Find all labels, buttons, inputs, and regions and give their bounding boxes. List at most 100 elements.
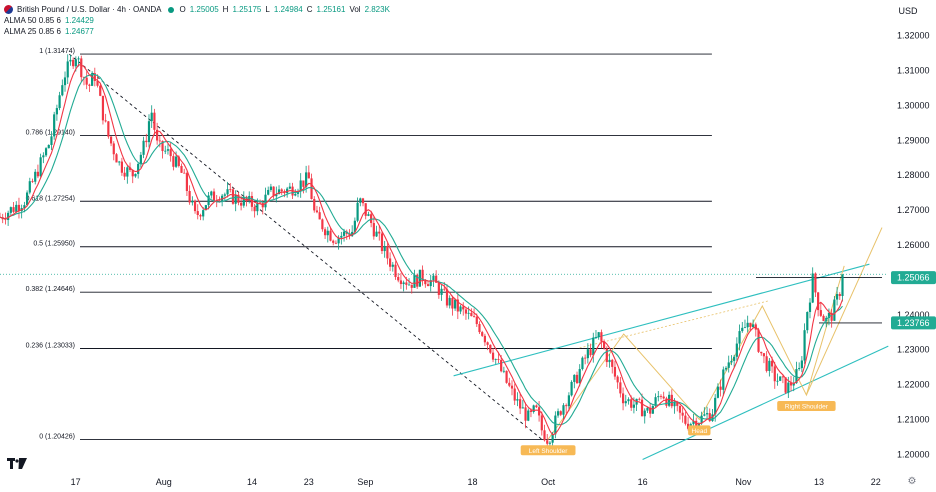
candle-body — [353, 220, 356, 232]
candle-body — [72, 59, 75, 67]
candle-body — [770, 360, 774, 367]
currency-button[interactable]: USD — [886, 3, 930, 19]
candle-body — [789, 382, 793, 386]
candle-body — [668, 394, 671, 406]
candle-body — [215, 200, 218, 202]
candle-body — [646, 407, 649, 411]
volume-label: Vol — [349, 5, 361, 14]
candle-body — [25, 192, 29, 206]
candle-body — [391, 264, 394, 267]
candle-body — [489, 344, 492, 353]
candle-body — [440, 288, 443, 295]
candle-body — [494, 359, 497, 360]
candle-body — [326, 230, 329, 236]
candle-body — [229, 189, 232, 191]
candle-body — [36, 171, 40, 177]
price-tick-label: 1.29000 — [897, 135, 930, 145]
candle-body — [705, 413, 709, 415]
candle-body — [196, 211, 199, 215]
candle-body — [91, 73, 94, 86]
low-value: 1.24984 — [273, 5, 303, 14]
candle-body — [537, 407, 541, 416]
candle-body — [207, 195, 210, 206]
market-status-icon — [167, 6, 174, 13]
candle-body — [231, 189, 235, 204]
candle-body — [380, 233, 384, 252]
fib-level-label: 0.618 (1.27254) — [26, 195, 75, 202]
candle-body — [681, 412, 684, 416]
candle-body — [540, 415, 543, 431]
alma-25-row[interactable]: ALMA 25 0.85 6 1.24677 — [4, 26, 390, 37]
candle-body — [830, 312, 833, 321]
candle-body — [188, 190, 191, 203]
candle-body — [600, 332, 603, 342]
close-value: 1.25161 — [316, 5, 346, 14]
candle-body — [524, 407, 527, 421]
candle-body — [481, 332, 484, 336]
candle-body — [256, 202, 259, 212]
candle-body — [193, 200, 197, 212]
candle-body — [323, 229, 327, 236]
alma-25-label: ALMA 25 0.85 6 — [4, 27, 61, 36]
alma-50-row[interactable]: ALMA 50 0.85 6 1.24429 — [4, 15, 390, 26]
candle-body — [131, 169, 134, 177]
candle-body — [388, 258, 392, 267]
candle-body — [310, 178, 313, 199]
candle-body — [586, 349, 589, 359]
candle-body — [61, 85, 64, 96]
fib-level-label: 0.5 (1.25950) — [33, 241, 75, 248]
candle-body — [800, 360, 803, 369]
candle-body — [543, 430, 546, 441]
candle-body — [407, 284, 411, 286]
candle-body — [497, 359, 500, 360]
neckline — [579, 300, 769, 349]
candle-body — [313, 198, 316, 211]
candle-body — [570, 381, 573, 396]
candle-body — [340, 235, 343, 238]
candle-body — [551, 434, 554, 443]
candle-body — [399, 280, 403, 285]
pattern-label-text: Left Shoulder — [529, 448, 569, 455]
gbp-usd-flag-icon — [4, 5, 13, 14]
fib-level-label: 0 (1.20426) — [39, 433, 75, 440]
candle-body — [109, 136, 113, 144]
candle-body — [621, 393, 625, 404]
candle-body — [180, 165, 183, 173]
candle-body — [638, 398, 641, 400]
candle-body — [28, 181, 31, 193]
symbol-title[interactable]: British Pound / U.S. Dollar · 4h · OANDA — [17, 5, 162, 14]
projection-line — [805, 227, 883, 396]
candle-body — [649, 407, 652, 414]
candle-body — [738, 331, 741, 344]
candle-body — [703, 414, 706, 416]
candlestick-series — [0, 54, 844, 449]
candle-body — [174, 156, 178, 167]
candle-body — [597, 332, 600, 338]
settings-icon[interactable]: ⚙ — [907, 476, 917, 487]
time-tick-label: Oct — [541, 477, 556, 487]
candle-body — [616, 376, 619, 383]
candle-body — [332, 240, 335, 243]
candle-body — [305, 172, 308, 187]
candle-body — [123, 172, 126, 177]
candle-body — [112, 143, 115, 155]
candle-body — [177, 156, 180, 166]
candle-body — [735, 343, 738, 357]
candle-body — [139, 154, 142, 164]
candle-body — [527, 410, 530, 421]
pattern-label-box — [777, 401, 836, 411]
candle-body — [275, 194, 278, 197]
candle-body — [806, 312, 809, 331]
candle-body — [808, 302, 812, 313]
candle-body — [356, 202, 359, 221]
candle-body — [532, 405, 535, 413]
candle-body — [359, 198, 362, 203]
candle-body — [686, 423, 690, 429]
candle-body — [212, 191, 216, 201]
candle-body — [432, 275, 435, 281]
candle-body — [724, 367, 728, 370]
candle-body — [55, 108, 58, 115]
candle-body — [781, 376, 785, 378]
